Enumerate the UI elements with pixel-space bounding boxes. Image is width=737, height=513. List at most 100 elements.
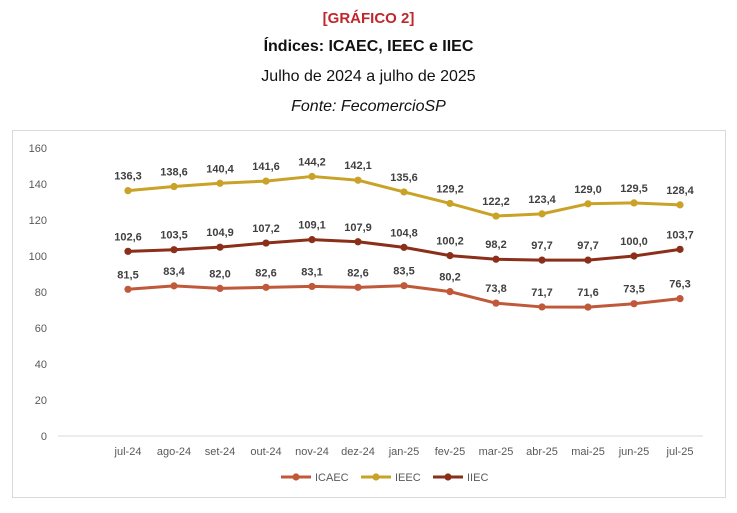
y-tick-label: 100	[29, 251, 47, 263]
icaec-point	[538, 303, 546, 311]
y-tick-label: 60	[35, 323, 47, 335]
x-tick-label: jan-25	[388, 446, 420, 458]
icaec-point	[216, 284, 224, 292]
legend-icaec-label: ICAEC	[315, 472, 349, 484]
ieec-point	[584, 200, 592, 208]
x-tick-label: abr-25	[526, 446, 558, 458]
ieec-point	[400, 188, 408, 196]
iiec-point	[308, 236, 316, 244]
iiec-data-label: 103,5	[160, 230, 188, 242]
icaec-data-label: 81,5	[117, 269, 138, 281]
iiec-data-label: 104,9	[206, 227, 234, 239]
iiec-point	[676, 245, 684, 253]
ieec-point	[354, 176, 362, 184]
icaec-data-label: 73,5	[623, 284, 644, 296]
x-tick-label: fev-25	[435, 446, 466, 458]
icaec-point	[262, 283, 270, 291]
icaec-data-label: 83,5	[393, 266, 414, 278]
x-tick-label: nov-24	[295, 446, 329, 458]
ieec-point	[538, 210, 546, 218]
legend-ieec-marker	[372, 473, 380, 481]
chart-source: Fonte: FecomercioSP	[291, 98, 446, 115]
iiec-point	[630, 252, 638, 260]
icaec-point	[124, 285, 132, 293]
iiec-point	[538, 256, 546, 264]
icaec-point	[446, 288, 454, 296]
iiec-data-label: 109,1	[298, 220, 326, 232]
iiec-data-label: 107,2	[252, 223, 280, 235]
y-tick-label: 80	[35, 287, 47, 299]
chart-subtitle: Julho de 2024 a julho de 2025	[261, 68, 476, 85]
icaec-data-label: 73,8	[485, 283, 506, 295]
icaec-data-label: 82,6	[347, 267, 368, 279]
iiec-point	[124, 247, 132, 255]
chart-tag: [GRÁFICO 2]	[322, 10, 415, 27]
ieec-data-label: 141,6	[252, 161, 280, 173]
x-tick-label: dez-24	[341, 446, 375, 458]
x-tick-label: ago-24	[157, 446, 191, 458]
icaec-data-label: 71,7	[531, 287, 552, 299]
ieec-point	[676, 201, 684, 209]
x-tick-label: out-24	[250, 446, 281, 458]
y-tick-label: 120	[29, 215, 47, 227]
ieec-data-label: 140,4	[206, 163, 234, 175]
iiec-point	[354, 238, 362, 246]
iiec-data-label: 102,6	[114, 231, 142, 243]
ieec-data-label: 129,0	[574, 184, 602, 196]
icaec-data-label: 83,4	[163, 266, 185, 278]
ieec-data-label: 129,5	[620, 183, 648, 195]
iiec-data-label: 97,7	[577, 240, 598, 252]
legend-iiec-marker	[444, 473, 452, 481]
iiec-point	[216, 243, 224, 251]
iiec-data-label: 100,2	[436, 236, 464, 248]
ieec-data-label: 142,1	[344, 160, 372, 172]
ieec-point	[308, 172, 316, 181]
ieec-point	[170, 182, 178, 191]
iiec-data-label: 103,7	[666, 229, 694, 241]
iiec-data-label: 104,8	[390, 227, 418, 239]
icaec-data-label: 83,1	[301, 266, 322, 278]
icaec-point	[492, 299, 500, 307]
ieec-data-label: 138,6	[160, 167, 188, 179]
iiec-point	[262, 239, 270, 247]
ieec-point	[492, 212, 500, 220]
ieec-data-label: 123,4	[528, 194, 556, 206]
icaec-data-label: 80,2	[439, 272, 460, 284]
iiec-data-label: 98,2	[485, 239, 506, 251]
chart-frame: 0 20 40 60 80 100 120 140 160 jul-24 ago-24 set-24 o…	[12, 130, 726, 498]
icaec-data-label: 71,6	[577, 287, 598, 299]
icaec-data-label: 76,3	[669, 279, 690, 291]
icaec-point	[400, 282, 408, 290]
x-tick-label: jun-25	[618, 446, 650, 458]
icaec-point	[354, 283, 362, 291]
iiec-point	[584, 256, 592, 264]
line-chart: 0 20 40 60 80 100 120 140 160 jul-24 ago-24 set-24 o…	[29, 143, 703, 484]
chart-title: Índices: ICAEC, IEEC e IIEC	[263, 38, 474, 55]
icaec-point	[584, 303, 592, 311]
iiec-data-label: 97,7	[531, 240, 552, 252]
legend-ieec-label: IEEC	[395, 472, 421, 484]
ieec-data-label: 128,4	[666, 185, 694, 197]
icaec-point	[676, 295, 684, 303]
ieec-data-label: 135,6	[390, 172, 418, 184]
y-tick-label: 40	[35, 359, 47, 371]
x-tick-label: set-24	[205, 446, 236, 458]
y-tick-label: 0	[41, 431, 47, 443]
icaec-point	[308, 282, 316, 291]
x-tick-label: jul-24	[114, 446, 142, 458]
icaec-data-label: 82,0	[209, 268, 230, 280]
x-tick-label: mar-25	[479, 446, 514, 458]
iiec-point	[492, 255, 500, 263]
iiec-point	[170, 246, 178, 254]
ieec-point	[630, 199, 638, 207]
iiec-point	[446, 252, 454, 260]
iiec-data-label: 100,0	[620, 236, 648, 248]
ieec-point	[124, 187, 132, 195]
ieec-point	[446, 199, 454, 208]
y-tick-label: 20	[35, 395, 47, 407]
ieec-data-label: 122,2	[482, 196, 510, 208]
ieec-point	[216, 179, 224, 187]
icaec-data-label: 82,6	[255, 267, 276, 279]
legend-icaec-marker	[292, 473, 300, 481]
iiec-data-label: 107,9	[344, 222, 372, 234]
